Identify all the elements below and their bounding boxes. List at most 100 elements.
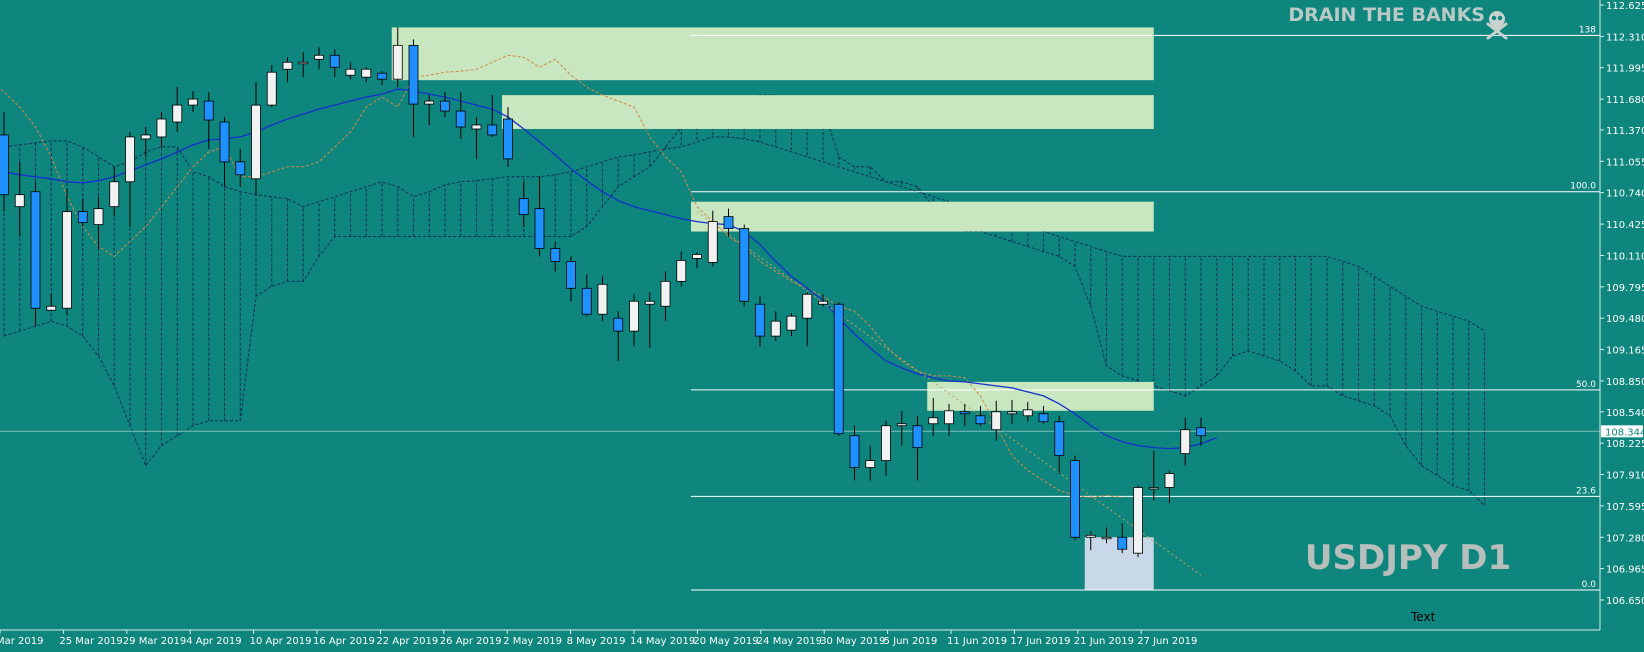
time-tick-label: 27 Jun 2019 bbox=[1137, 636, 1197, 647]
candle-body bbox=[203, 100, 214, 121]
candle-body bbox=[282, 61, 293, 70]
time-tick-label: 20 May 2019 bbox=[693, 636, 758, 647]
candle-body bbox=[109, 181, 120, 208]
price-tick-label: 110.110 bbox=[1606, 251, 1644, 262]
price-tick-label: 111.370 bbox=[1606, 126, 1644, 137]
current-price-label: 108.344 bbox=[1605, 427, 1644, 438]
candle-body bbox=[440, 100, 450, 112]
candle-body bbox=[833, 303, 844, 435]
candle-body bbox=[707, 221, 718, 263]
candle-body bbox=[581, 287, 592, 315]
candle-body bbox=[739, 228, 750, 302]
time-tick-label: 8 May 2019 bbox=[567, 636, 626, 647]
candle-body bbox=[786, 315, 797, 331]
candle-body bbox=[392, 44, 403, 80]
candle-body bbox=[991, 411, 1002, 431]
candle-body bbox=[487, 124, 498, 136]
candle-body bbox=[361, 68, 372, 78]
trend-line bbox=[696, 211, 1202, 576]
candle-body bbox=[1164, 473, 1175, 488]
fib-level-label: 23.6 bbox=[1576, 486, 1596, 496]
candle-body bbox=[613, 317, 624, 332]
zone-rectangle bbox=[691, 201, 1154, 232]
time-tick-label: Mar 2019 bbox=[0, 636, 44, 647]
price-tick-label: 111.995 bbox=[1606, 64, 1644, 75]
time-tick-label: 14 May 2019 bbox=[630, 636, 695, 647]
candle-body bbox=[802, 293, 813, 319]
candle-body bbox=[644, 300, 655, 305]
candle-body bbox=[125, 136, 135, 183]
candle-body bbox=[172, 104, 183, 123]
time-tick-label: 30 May 2019 bbox=[820, 636, 885, 647]
candle-body bbox=[455, 110, 466, 128]
candle-body bbox=[329, 54, 340, 68]
time-tick-label: 17 Jun 2019 bbox=[1010, 636, 1070, 647]
chikou-span-line bbox=[0, 54, 1123, 498]
price-axis: 112.625 112.310 111.995 111.680 111.370 111.0… bbox=[1600, 1, 1644, 607]
candle-body bbox=[629, 300, 639, 332]
candle-body bbox=[62, 211, 72, 309]
price-tick-label: 112.310 bbox=[1606, 32, 1644, 43]
senkou-span-b-line bbox=[3, 136, 1485, 332]
time-tick-label: 22 Apr 2019 bbox=[376, 636, 438, 647]
zone-rectangle bbox=[391, 27, 1154, 81]
candle-body bbox=[219, 121, 230, 163]
candle-body bbox=[755, 303, 765, 337]
candle-body bbox=[77, 211, 88, 223]
candle-body bbox=[692, 254, 702, 259]
price-tick-label: 108.540 bbox=[1606, 408, 1644, 419]
ichimoku-cloud bbox=[3, 94, 1485, 506]
price-tick-label: 111.680 bbox=[1606, 95, 1644, 106]
candle-body bbox=[534, 208, 545, 249]
text-object-label: Text bbox=[1410, 610, 1436, 624]
candle-body bbox=[298, 61, 309, 65]
fib-level-label: 50.0 bbox=[1576, 380, 1596, 390]
zone-rectangle bbox=[502, 95, 1154, 129]
price-tick-label: 112.625 bbox=[1606, 1, 1644, 12]
candle-body bbox=[345, 68, 356, 76]
candle-body bbox=[597, 283, 608, 315]
time-tick-label: 26 Apr 2019 bbox=[440, 636, 502, 647]
candle-body bbox=[503, 118, 513, 160]
time-axis: Mar 2019 25 Mar 2019 29 Mar 2019 4 Apr 2019… bbox=[0, 630, 1197, 647]
time-tick-label: 4 Apr 2019 bbox=[186, 636, 241, 647]
candle-body bbox=[1196, 427, 1206, 437]
candle-body bbox=[30, 191, 41, 309]
candle-body bbox=[1117, 536, 1128, 550]
candle-body bbox=[1007, 411, 1017, 415]
candle-body bbox=[518, 198, 529, 216]
candle-body bbox=[849, 435, 860, 468]
candle-body bbox=[660, 280, 671, 307]
candle-body bbox=[471, 124, 482, 130]
candle-body bbox=[93, 208, 104, 225]
candle-body bbox=[881, 425, 891, 461]
candle-body bbox=[865, 460, 876, 468]
time-tick-label: 29 Mar 2019 bbox=[123, 636, 186, 647]
price-tick-label: 106.965 bbox=[1606, 565, 1644, 576]
candle-body bbox=[156, 118, 167, 138]
candle-body bbox=[550, 248, 561, 262]
time-tick-label: 5 Jun 2019 bbox=[884, 636, 938, 647]
candle-body bbox=[188, 98, 198, 106]
candle-body bbox=[896, 423, 907, 427]
price-tick-label: 109.165 bbox=[1606, 346, 1644, 357]
time-tick-label: 10 Apr 2019 bbox=[250, 636, 312, 647]
price-tick-label: 107.910 bbox=[1606, 471, 1644, 482]
price-tick-label: 108.225 bbox=[1606, 439, 1644, 450]
time-tick-label: 21 Jun 2019 bbox=[1074, 636, 1134, 647]
time-tick-label: 16 Apr 2019 bbox=[313, 636, 375, 647]
candle-body bbox=[912, 425, 923, 449]
candle-body bbox=[424, 100, 435, 105]
fib-level-label: 100.0 bbox=[1570, 182, 1596, 192]
brand-watermark: DRAIN THE BANKS bbox=[1288, 4, 1485, 26]
candle-body bbox=[723, 216, 734, 229]
candle-body bbox=[1101, 536, 1112, 540]
price-tick-label: 111.055 bbox=[1606, 157, 1644, 168]
candle-body bbox=[1133, 487, 1143, 554]
candle-body bbox=[140, 134, 151, 140]
supply-demand-zones bbox=[391, 27, 1154, 591]
candle-body bbox=[928, 417, 939, 425]
time-tick-label: 25 Mar 2019 bbox=[59, 636, 122, 647]
moving-average-line bbox=[3, 88, 1218, 450]
